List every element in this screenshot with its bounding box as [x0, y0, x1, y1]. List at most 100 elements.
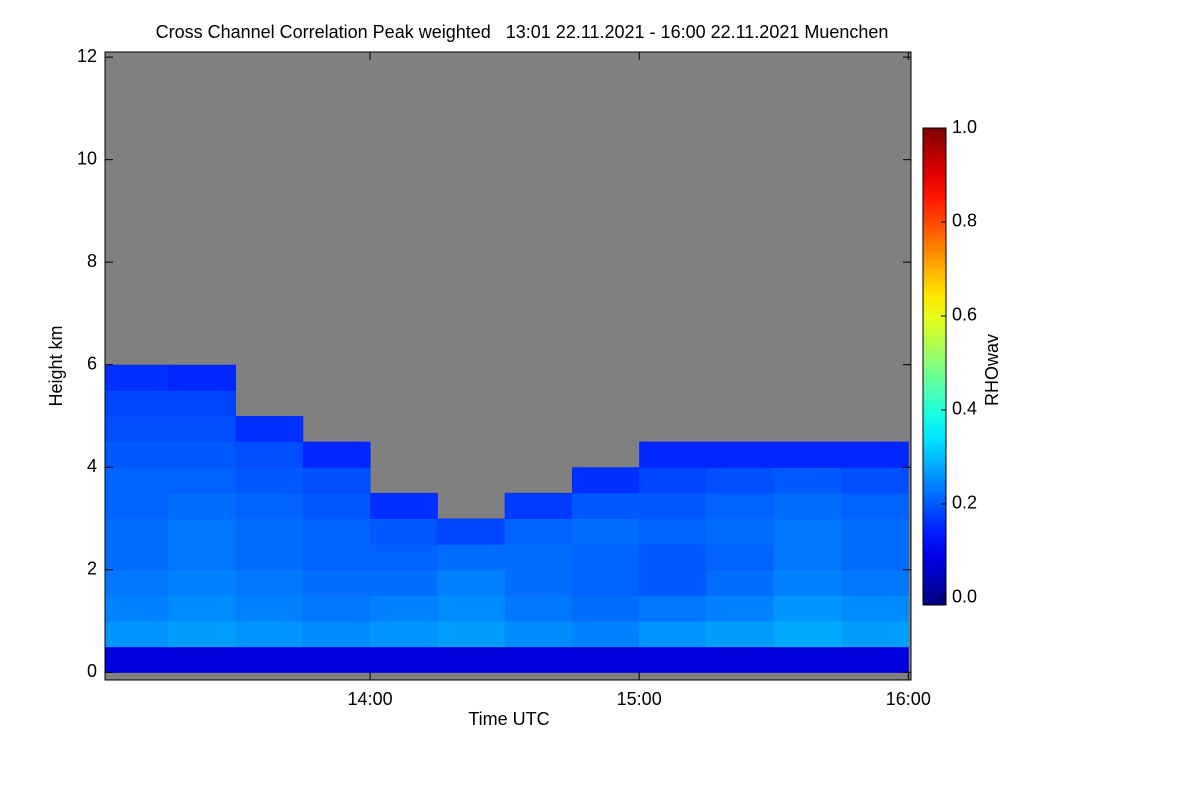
heatmap-cell: [639, 441, 707, 468]
heatmap-cell: [370, 569, 438, 596]
heatmap-cell: [302, 441, 371, 468]
heatmap-cell: [370, 492, 438, 520]
heatmap-cell: [437, 621, 506, 648]
heatmap-cell: [235, 544, 304, 571]
heatmap-cell: [706, 518, 775, 545]
heatmap-cell: [706, 544, 775, 571]
heatmap-cell: [235, 595, 304, 622]
heatmap-cell: [639, 492, 707, 520]
heatmap-cell: [105, 415, 169, 443]
y-tick-label: 0: [87, 661, 97, 681]
heatmap-cell: [841, 646, 909, 673]
heatmap-cell: [235, 492, 304, 520]
heatmap-cell: [105, 569, 169, 596]
heatmap-cell: [105, 595, 169, 622]
y-tick-label: 4: [87, 456, 97, 476]
heatmap-cell: [105, 544, 169, 571]
heatmap-cell: [571, 518, 640, 545]
heatmap-cell: [639, 569, 707, 596]
heatmap-cell: [639, 518, 707, 545]
heatmap-cell: [302, 646, 371, 673]
heatmap-cell: [437, 569, 506, 596]
heatmap-cell: [105, 364, 169, 391]
heatmap-cell: [105, 518, 169, 545]
heatmap-cell: [168, 518, 237, 545]
heatmap-cell: [168, 364, 237, 391]
heatmap-cell: [302, 595, 371, 622]
heatmap-cell: [841, 492, 909, 520]
heatmap-cell: [773, 467, 842, 494]
heatmap-cell: [168, 492, 237, 520]
heatmap-cell: [841, 441, 909, 468]
heatmap-cell: [773, 544, 842, 571]
heatmap-cell: [571, 467, 640, 494]
heatmap-cell: [706, 621, 775, 648]
colorbar-tick-label: 0.0: [952, 587, 977, 607]
y-tick-label: 6: [87, 353, 97, 373]
heatmap-cell: [639, 646, 707, 673]
colorbar-label: RHOwav: [982, 334, 1002, 406]
x-tick-label: 14:00: [348, 689, 393, 709]
heatmap-cell: [504, 621, 573, 648]
heatmap-cell: [841, 467, 909, 494]
colorbar-tick-label: 0.8: [952, 211, 977, 231]
heatmap-cell: [168, 441, 237, 468]
heatmap-cell: [504, 569, 573, 596]
heatmap-cell: [302, 544, 371, 571]
heatmap-cell: [235, 518, 304, 545]
heatmap: [105, 364, 909, 673]
heatmap-cell: [773, 518, 842, 545]
heatmap-cell: [302, 569, 371, 596]
colorbar: [922, 127, 947, 606]
x-tick-label: 16:00: [886, 689, 931, 709]
heatmap-cell: [302, 518, 371, 545]
heatmap-cell: [571, 646, 640, 673]
heatmap-cell: [571, 569, 640, 596]
colorbar-tick-label: 0.2: [952, 493, 977, 513]
heatmap-cell: [773, 569, 842, 596]
heatmap-cell: [370, 646, 438, 673]
heatmap-cell: [841, 569, 909, 596]
chart-title: Cross Channel Correlation Peak weighted …: [156, 22, 889, 42]
heatmap-cell: [235, 467, 304, 494]
heatmap-cell: [235, 569, 304, 596]
heatmap-cell: [105, 646, 169, 673]
heatmap-cell: [235, 646, 304, 673]
heatmap-cell: [571, 595, 640, 622]
heatmap-cell: [105, 441, 169, 468]
heatmap-cell: [370, 595, 438, 622]
heatmap-cell: [168, 569, 237, 596]
heatmap-cell: [235, 621, 304, 648]
heatmap-cell: [168, 390, 237, 417]
x-axis-label: Time UTC: [468, 709, 549, 729]
heatmap-cell: [706, 595, 775, 622]
heatmap-cell: [302, 492, 371, 520]
heatmap-cell: [841, 544, 909, 571]
heatmap-cell: [168, 621, 237, 648]
y-tick-label: 12: [77, 46, 97, 66]
heatmap-cell: [168, 544, 237, 571]
heatmap-cell: [773, 646, 842, 673]
heatmap-cell: [706, 441, 775, 468]
colorbar-tick-label: 0.6: [952, 305, 977, 325]
heatmap-cell: [168, 646, 237, 673]
heatmap-cell: [370, 518, 438, 545]
heatmap-cell: [773, 595, 842, 622]
heatmap-cell: [437, 518, 506, 545]
plot-frame: [104, 51, 912, 681]
heatmap-cell: [773, 492, 842, 520]
heatmap-cell: [706, 467, 775, 494]
heatmap-cell: [639, 621, 707, 648]
y-axis-label: Height km: [46, 325, 66, 406]
heatmap-cell: [235, 441, 304, 468]
heatmap-cell: [437, 646, 506, 673]
heatmap-cell: [639, 544, 707, 571]
heatmap-cell: [105, 390, 169, 417]
heatmap-cell: [105, 621, 169, 648]
heatmap-cell: [639, 467, 707, 494]
heatmap-cell: [841, 518, 909, 545]
x-tick-label: 15:00: [617, 689, 662, 709]
heatmap-cell: [370, 544, 438, 571]
heatmap-cell: [504, 518, 573, 545]
